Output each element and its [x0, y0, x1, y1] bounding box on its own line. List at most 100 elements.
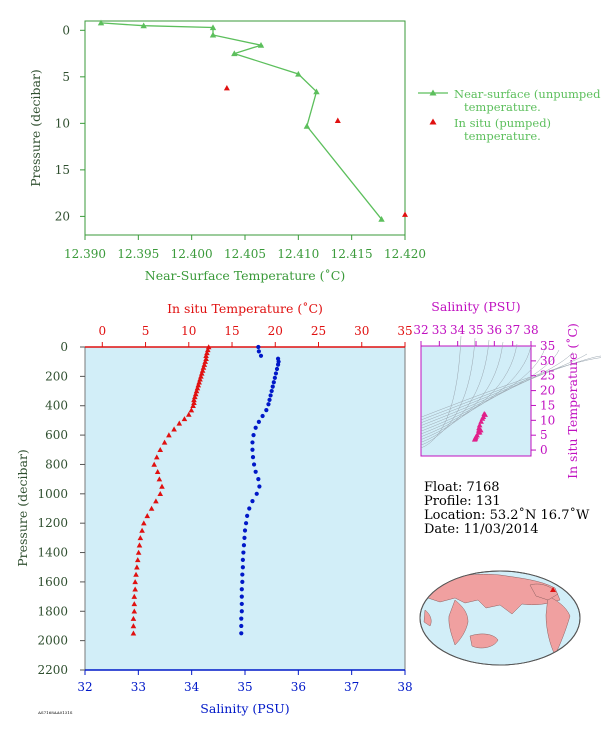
salinity-point: [240, 557, 245, 562]
near-surface-unpumped-point: [257, 41, 265, 48]
near-surface-unpumped-point: [140, 22, 147, 29]
near-surface-legend: Near-surface (unpumped) temperature. In s…: [418, 87, 601, 143]
near-surface-x-tick-label: 12.410: [277, 247, 319, 261]
near-surface-unpumped-point: [231, 50, 238, 57]
in-situ-temperature-point: [136, 542, 143, 548]
ts-salinity-axis-label: Salinity (PSU): [431, 299, 520, 314]
near-surface-y-tick-label: 5: [62, 70, 70, 84]
salinity-point: [242, 528, 248, 533]
in-situ-temperature-point: [198, 373, 204, 379]
ts-temperature-tick-label: 15: [540, 398, 555, 412]
near-surface-unpumped-point: [303, 122, 311, 129]
near-surface-unpumped-line: [100, 22, 383, 220]
ts-temperature-tick-label: 35: [540, 339, 555, 353]
temperature-tick-label: 5: [142, 324, 150, 338]
in-situ-temperature-point: [203, 353, 209, 359]
in-situ-temperature-point: [194, 385, 201, 391]
near-surface-plot-frame: [84, 20, 406, 236]
pressure-tick-label: 1600: [37, 575, 68, 589]
ts-series: [471, 410, 488, 442]
ts-isopycnal-line: [420, 337, 476, 446]
salinity-point: [257, 484, 262, 489]
near-surface-y-tick-label: 10: [55, 116, 70, 130]
pressure-tick-label: 0: [60, 340, 68, 354]
in-situ-temperature-point: [193, 388, 200, 394]
in-situ-temperature-point: [148, 505, 155, 511]
in-situ-temperature-point: [196, 379, 202, 385]
near-surface-x-tick-label: 12.400: [171, 247, 213, 261]
ts-temperature-tick-label: 10: [540, 413, 555, 427]
in-situ-temperature-point: [185, 411, 192, 417]
salinity-point: [241, 543, 247, 548]
pressure-tick-label: 1200: [37, 516, 68, 530]
pressure-tick-label: 2200: [37, 663, 68, 677]
near-surface-y-ticks: 0 5 10 15 20: [55, 23, 85, 223]
salinity-point: [256, 419, 261, 424]
salinity-tick-label: 36: [291, 680, 306, 694]
near-surface-x-tick-label: 12.405: [224, 247, 266, 261]
near-surface-unpumped-point: [209, 31, 217, 38]
in-situ-temperature-point: [133, 571, 139, 577]
ts-salinity-tick-label: 33: [432, 323, 447, 337]
footer-code: AS7168AA0131S: [37, 710, 73, 715]
near-surface-y-label: Pressure (decibar): [28, 69, 43, 187]
salinity-point: [254, 491, 259, 496]
pressure-tick-label: 800: [45, 457, 68, 471]
temperature-tick-label: 15: [224, 324, 239, 338]
salinity-point: [267, 397, 272, 402]
near-surface-y-tick-label: 15: [55, 163, 70, 177]
in-situ-temperature-point: [205, 347, 211, 353]
ts-isopycnal-line: [420, 339, 490, 443]
profile-pressure-axis-label: Pressure (decibar): [15, 449, 30, 567]
salinity-point: [239, 587, 244, 592]
salinity-point: [271, 380, 276, 385]
world-map: [419, 570, 581, 666]
salinity-point: [253, 469, 258, 474]
salinity-point: [241, 550, 246, 555]
pressure-tick-label: 1000: [37, 487, 68, 501]
ts-isopycnal-line: [420, 343, 518, 438]
in-situ-temperature-point: [130, 623, 137, 629]
near-surface-x-tick-label: 12.415: [331, 247, 373, 261]
pressure-tick-label: 2000: [37, 634, 68, 648]
near-surface-pumped-point: [402, 211, 408, 217]
ts-salinity-tick-label: 35: [468, 323, 483, 337]
salinity-tick-label: 34: [184, 680, 200, 694]
near-surface-pumped-point: [334, 117, 341, 123]
ts-isopycnal-line: [420, 353, 588, 424]
in-situ-temperature-point: [201, 361, 208, 367]
pressure-tick-label: 1400: [37, 546, 68, 560]
profile-plot-frame: [84, 346, 406, 671]
in-situ-temperature-point: [141, 520, 147, 526]
salinity-point: [268, 393, 273, 398]
location: Location: 53.2˚N 16.7˚W: [424, 507, 590, 523]
pressure-tick-label: 400: [45, 399, 68, 413]
near-surface-unpumped-point: [313, 88, 320, 95]
in-situ-temperature-point: [151, 461, 157, 467]
in-situ-temperature-point: [181, 416, 188, 422]
in-situ-temperature-point: [139, 527, 145, 533]
ts-point: [471, 436, 478, 442]
in-situ-temperature-point: [200, 364, 207, 370]
in-situ-temperature-point: [153, 498, 159, 504]
near-surface-pumped-point: [223, 84, 230, 91]
salinity-tick-label: 35: [237, 680, 252, 694]
in-situ-temperature-point: [130, 615, 137, 621]
temperature-tick-label: 30: [354, 324, 369, 338]
ts-isopycnal-contours: [420, 335, 601, 449]
in-situ-temperature-point: [130, 630, 137, 636]
salinity-point: [240, 572, 245, 577]
salinity-point: [272, 375, 277, 380]
salinity-point: [250, 499, 255, 504]
profile-salinity-axis-label: Salinity (PSU): [200, 701, 289, 716]
salinity-point: [250, 440, 255, 445]
ts-temperature-tick-label: 25: [540, 369, 555, 383]
salinity-point: [239, 623, 244, 629]
profile-number: Profile: 131: [424, 494, 501, 509]
ts-temperature-tick-label: 20: [540, 384, 555, 398]
ts-isopycnal-line: [420, 341, 504, 440]
in-situ-temperature-point: [132, 586, 138, 592]
salinity-point: [256, 349, 261, 354]
